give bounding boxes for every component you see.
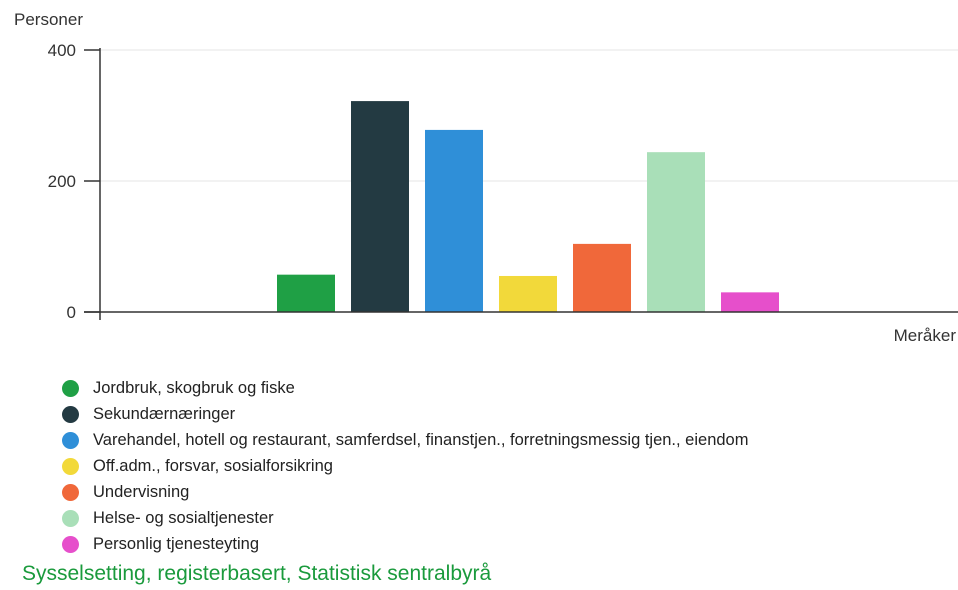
legend-swatch bbox=[62, 483, 79, 501]
legend-label: Jordbruk, skogbruk og fiske bbox=[93, 378, 295, 397]
legend-swatch bbox=[62, 535, 79, 553]
legend-swatch bbox=[62, 405, 79, 423]
legend-item[interactable]: Helse- og sosialtjenester bbox=[62, 505, 748, 531]
legend-swatch bbox=[62, 457, 79, 475]
legend-item[interactable]: Varehandel, hotell og restaurant, samfer… bbox=[62, 427, 748, 453]
legend-label: Varehandel, hotell og restaurant, samfer… bbox=[93, 430, 749, 449]
bar-4[interactable] bbox=[499, 275, 557, 312]
legend-item[interactable]: Undervisning bbox=[62, 479, 748, 505]
bar-chart: Personer 0 200 400 Meråker bbox=[14, 10, 958, 345]
source-note: Sysselsetting, registerbasert, Statistis… bbox=[22, 562, 492, 585]
legend-label: Undervisning bbox=[93, 482, 190, 501]
y-tick-label: 400 bbox=[48, 41, 76, 60]
legend-swatch bbox=[62, 379, 79, 397]
bar-1[interactable] bbox=[277, 274, 335, 312]
legend-item[interactable]: Sekundærnæringer bbox=[62, 401, 748, 427]
bars bbox=[277, 101, 779, 312]
bar-6[interactable] bbox=[647, 152, 705, 312]
legend-swatch bbox=[62, 509, 79, 527]
bar-2[interactable] bbox=[351, 101, 409, 312]
legend-label: Helse- og sosialtjenester bbox=[93, 508, 274, 527]
y-axis-ticks: 0 200 400 bbox=[48, 41, 100, 322]
legend-label: Sekundærnæringer bbox=[93, 404, 236, 423]
legend-item[interactable]: Jordbruk, skogbruk og fiske bbox=[62, 375, 748, 401]
y-axis-title: Personer bbox=[14, 10, 83, 29]
legend-item[interactable]: Off.adm., forsvar, sosialforsikring bbox=[62, 453, 748, 479]
legend-swatch bbox=[62, 431, 79, 449]
legend-label: Off.adm., forsvar, sosialforsikring bbox=[93, 456, 333, 475]
y-tick-label: 0 bbox=[67, 303, 76, 322]
bar-3[interactable] bbox=[425, 129, 483, 312]
y-tick-label: 200 bbox=[48, 172, 76, 191]
legend: Jordbruk, skogbruk og fiske Sekundærnærin… bbox=[62, 375, 748, 557]
legend-label: Personlig tjenesteyting bbox=[93, 534, 260, 553]
legend-item[interactable]: Personlig tjenesteyting bbox=[62, 531, 748, 557]
x-axis-category-label: Meråker bbox=[894, 326, 957, 345]
bar-5[interactable] bbox=[573, 243, 631, 312]
gridlines bbox=[100, 49, 958, 182]
bar-7[interactable] bbox=[721, 292, 779, 312]
